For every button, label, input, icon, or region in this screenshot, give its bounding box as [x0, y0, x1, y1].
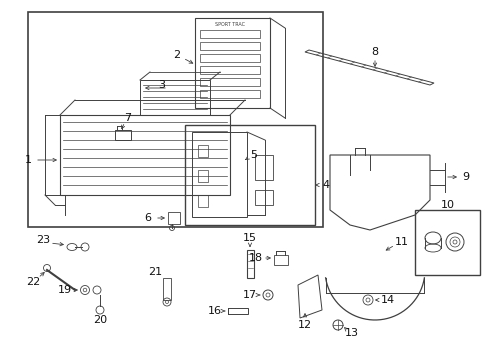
Bar [200, 78, 260, 86]
Bar [198, 170, 207, 182]
Bar [168, 212, 180, 224]
Bar [227, 308, 247, 314]
Text: 2: 2 [173, 50, 180, 60]
Text: 8: 8 [371, 47, 378, 57]
Bar [200, 54, 260, 62]
Bar [163, 278, 171, 300]
Bar [28, 12, 323, 227]
Bar [200, 42, 260, 50]
Text: 23: 23 [36, 235, 50, 245]
Bar [273, 255, 287, 265]
Text: 5: 5 [250, 150, 257, 160]
Text: 16: 16 [207, 306, 222, 316]
Bar [184, 125, 314, 225]
Bar [246, 250, 253, 278]
Text: 15: 15 [243, 233, 257, 243]
Bar [200, 90, 260, 98]
Bar [140, 80, 209, 115]
Text: 11: 11 [394, 237, 408, 247]
Bar [200, 30, 260, 38]
Text: 7: 7 [124, 113, 131, 123]
Bar [254, 155, 272, 180]
Text: 21: 21 [148, 267, 162, 277]
Bar [192, 132, 246, 217]
Text: 10: 10 [440, 200, 454, 210]
Text: 1: 1 [24, 155, 31, 165]
Bar [254, 190, 272, 205]
Text: 9: 9 [462, 172, 468, 182]
Text: SPORT TRAC: SPORT TRAC [215, 22, 244, 27]
Bar [115, 130, 131, 140]
Text: 18: 18 [248, 253, 263, 263]
Text: 4: 4 [322, 180, 329, 190]
Bar [198, 195, 207, 207]
Bar [198, 145, 207, 157]
Bar [414, 210, 479, 275]
Text: 14: 14 [380, 295, 394, 305]
Text: 13: 13 [345, 328, 358, 338]
Text: 22: 22 [26, 277, 40, 287]
Text: 3: 3 [158, 80, 165, 90]
Text: 20: 20 [93, 315, 107, 325]
Bar [60, 115, 229, 195]
Bar [200, 66, 260, 74]
Text: 19: 19 [58, 285, 72, 295]
Text: 12: 12 [297, 320, 311, 330]
Text: 17: 17 [243, 290, 257, 300]
Text: 6: 6 [144, 213, 151, 223]
Bar [195, 18, 269, 108]
